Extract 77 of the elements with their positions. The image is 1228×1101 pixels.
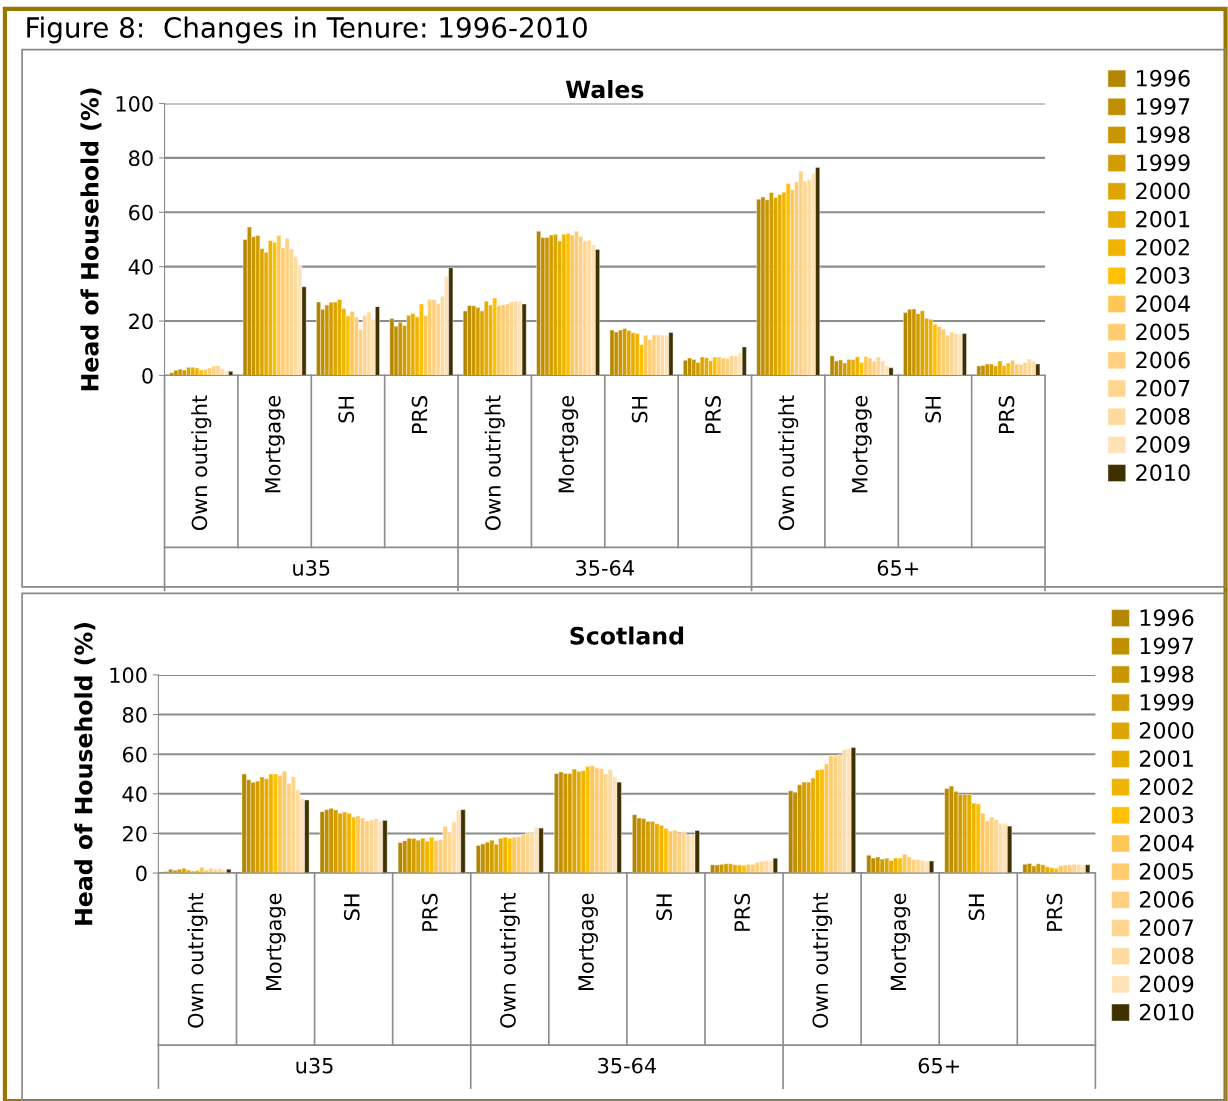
x-tick-label: SH [338,396,355,423]
chart-title: Figure 8: Changes in Tenure: 1996-2010 [27,16,587,44]
y-tick-label: 60 [129,204,153,221]
x-tick-label: SH [343,894,360,921]
legend-label: 1998 [1140,665,1194,683]
x-tick-label: SH [968,894,985,921]
text: u35 [293,560,330,576]
legend-label: 2001 [1136,210,1190,228]
y-tick-label: 60 [122,746,147,763]
x-tick-label: SH [925,396,942,423]
y-tick-label: 80 [122,707,147,723]
legend-label: 2010 [1136,464,1190,482]
legend-label: 1999 [1137,154,1190,172]
legend-label: 2009 [1139,975,1194,993]
y-tick-label: 40 [128,259,153,275]
x-tick-label: Mortgage [890,893,911,990]
legend-label: 2009 [1136,436,1190,453]
y-tick-label: 40 [122,786,147,803]
legend-label: 2005 [1139,862,1193,880]
y-tick-label: 0 [136,865,147,882]
y-tick-label: 20 [129,313,153,330]
legend-label: 2002 [1139,778,1193,796]
chart-title: Scotland [570,626,684,645]
legend-label: 2000 [1136,182,1190,200]
y-axis-title: Head of Household (%) [80,88,102,391]
legend-label: 2003 [1136,267,1190,284]
x-tick-label: Own outright [499,893,520,1028]
x-tick-label: Mortgage [558,396,579,493]
x-tick-label: Mortgage [578,893,598,990]
text: 35-64 [576,560,634,576]
x-tick-label: Own outright [187,893,208,1028]
y-tick-label: 0 [142,367,153,384]
legend-label: 1996 [1140,609,1194,627]
x-tick-label: PRS [734,893,751,931]
chart-subtitle: Wales [565,80,644,99]
legend-label: 2005 [1136,323,1190,341]
text: u35 [296,1057,333,1074]
text: 65+ [877,560,919,576]
x-tick-label: Mortgage [852,396,872,493]
y-tick-label: 80 [129,150,153,167]
x-tick-label: PRS [411,396,428,434]
legend-label: 2002 [1136,238,1189,256]
x-tick-label: PRS [421,893,438,931]
legend-label: 2004 [1139,834,1194,852]
x-tick-label: Own outright [812,893,833,1028]
legend-label: 1997 [1137,98,1190,115]
legend-label: 1996 [1137,69,1190,87]
legend-label: 2001 [1139,750,1193,767]
legend-label: 1998 [1137,126,1190,143]
legend-label: 2006 [1136,351,1190,369]
legend-label: 2010 [1139,1003,1194,1021]
x-tick-label: Own outright [484,395,505,531]
x-tick-label: Mortgage [265,396,285,493]
x-tick-label: PRS [1046,893,1063,931]
x-tick-label: Own outright [778,395,799,531]
x-tick-label: PRS [998,396,1015,434]
x-tick-label: SH [631,396,648,423]
x-tick-label: SH [656,894,672,921]
y-tick-label: 100 [110,667,147,684]
legend-label: 2004 [1136,295,1190,313]
x-tick-label: Own outright [191,395,212,531]
legend-label: 2007 [1136,379,1190,397]
x-tick-label: PRS [705,396,721,434]
legend-label: 1999 [1140,693,1194,711]
text: 35-64 [598,1057,656,1074]
x-tick-label: Mortgage [266,893,286,990]
legend-label: 2008 [1139,947,1194,965]
y-tick-label: 100 [116,95,153,112]
y-axis-title: Head of Household (%) [74,623,96,925]
text: 65+ [918,1057,959,1074]
legend-label: 2008 [1136,407,1190,425]
legend-label: 1997 [1140,637,1193,655]
legend-label: 2006 [1139,891,1194,908]
legend-label: 2003 [1139,806,1194,824]
y-tick-label: 20 [123,825,147,842]
legend-label: 2007 [1139,919,1193,937]
legend-label: 2000 [1139,722,1194,739]
